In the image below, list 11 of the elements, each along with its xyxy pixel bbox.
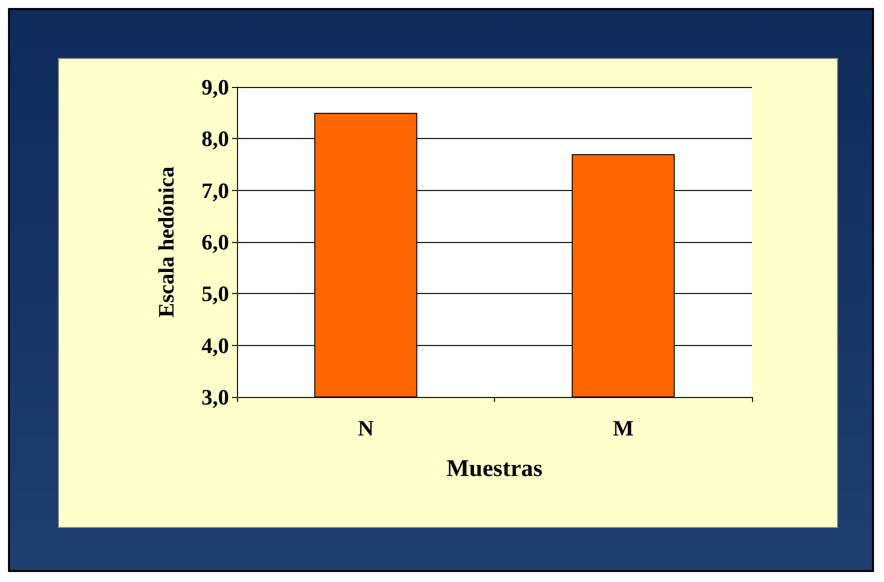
y-tick-label: 8,0 [202,126,229,152]
x-tick-label: M [612,416,634,440]
y-tick-label: 6,0 [202,230,229,254]
y-tick-label: 3,0 [202,384,229,410]
y-axis-title: Escala hedónica [154,166,178,318]
x-axis-title: Muestras [446,456,542,482]
y-tick-label: 4,0 [202,332,229,358]
y-tick-label: 9,0 [202,74,229,100]
x-tick-label: N [358,416,374,440]
y-tick-label: 7,0 [202,178,229,203]
y-tick-label: 5,0 [202,281,229,306]
